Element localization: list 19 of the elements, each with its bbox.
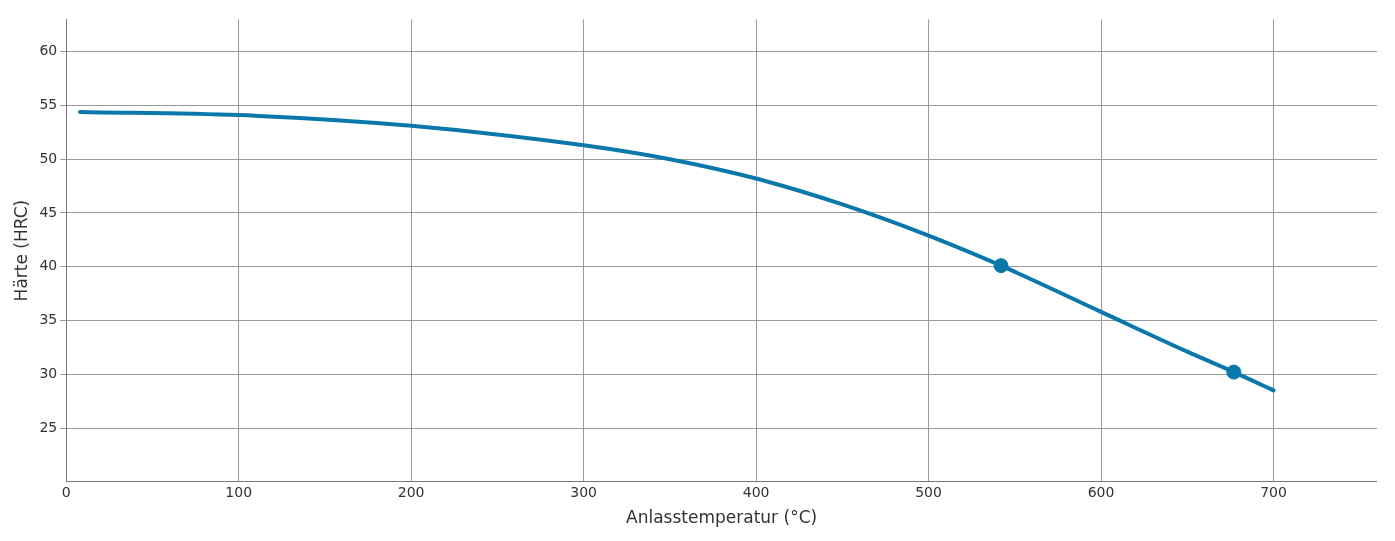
x-tick-label: 600: [1087, 483, 1115, 500]
y-tick-label: 45: [39, 203, 58, 220]
y-tick-label: 40: [39, 257, 58, 274]
x-axis-title: Anlasstemperatur (°C): [626, 507, 818, 528]
y-tick-label: 35: [39, 311, 58, 328]
y-tick-label: 50: [39, 149, 58, 166]
line-series: [78, 109, 1276, 393]
y-axis-title: Härte (HRC): [10, 199, 31, 302]
x-tick-label: 300: [570, 483, 597, 500]
y-tick-label: 30: [39, 364, 58, 381]
x-tick-label: 200: [397, 483, 425, 500]
x-tick-label: 500: [915, 483, 942, 500]
y-tick-label: 55: [39, 96, 58, 113]
x-tick-label: 100: [225, 483, 253, 500]
x-tick-label: 700: [1260, 483, 1287, 500]
y-tick-label: 25: [39, 418, 58, 435]
y-tick-label: 60: [39, 42, 58, 59]
x-tick-label: 400: [742, 483, 770, 500]
x-tick-label: 0: [61, 483, 71, 500]
